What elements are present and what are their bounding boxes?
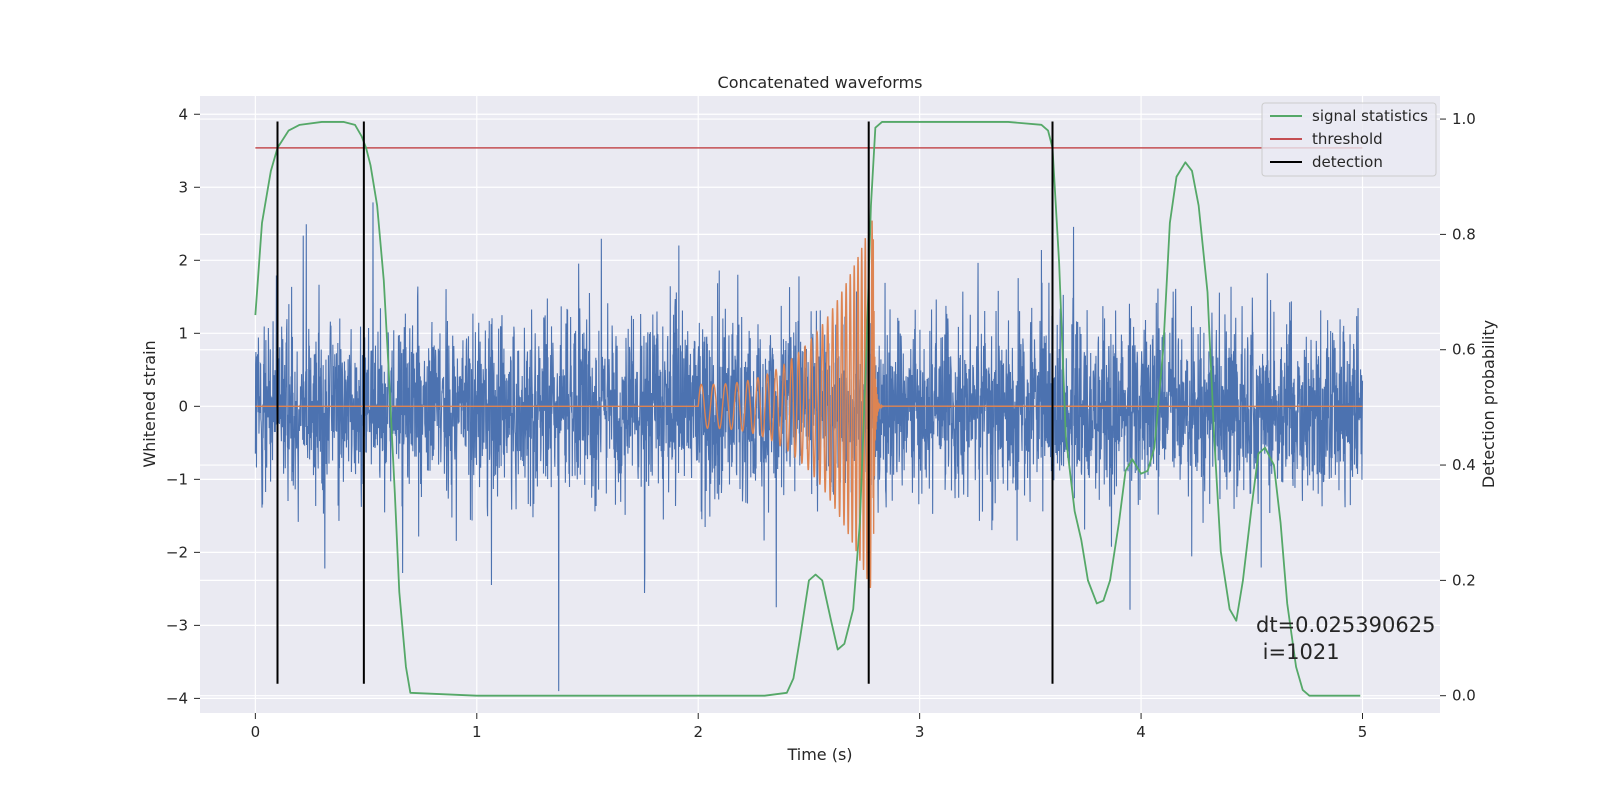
x-tick-label: 5 xyxy=(1358,723,1368,741)
y2-axis-label: Detection probability xyxy=(1479,320,1498,488)
legend: signal statistics threshold detection xyxy=(1261,102,1437,177)
y2-tick-label: 0.6 xyxy=(1452,341,1476,359)
x-tick-label: 3 xyxy=(915,723,925,741)
y-tick-label: −1 xyxy=(166,470,188,488)
x-axis-label: Time (s) xyxy=(786,745,852,764)
legend-box xyxy=(1261,102,1437,177)
series-injected-chirp xyxy=(255,220,1363,588)
y2-tick-label: 0.4 xyxy=(1452,456,1476,474)
legend-label-detection: detection xyxy=(1312,153,1383,171)
axes: 0 1 2 3 4 5 −4 −3 −2 −1 0 1 2 3 4 0.0 0.2 0.4 0.6 0.8 1.0 xyxy=(166,105,1476,741)
y2-tick-label: 0.8 xyxy=(1452,225,1476,243)
y2-tick-label: 0.0 xyxy=(1452,687,1476,705)
annotation-dt: dt=0.025390625 xyxy=(1256,613,1435,637)
y-tick-label: 4 xyxy=(178,105,188,123)
y-tick-label: −4 xyxy=(166,689,188,707)
y-tick-label: 1 xyxy=(178,324,188,342)
x-tick-label: 4 xyxy=(1136,723,1146,741)
x-tick-label: 2 xyxy=(693,723,703,741)
chart-title: Concatenated waveforms xyxy=(718,73,923,92)
x-tick-label: 1 xyxy=(472,723,482,741)
y2-tick-label: 0.2 xyxy=(1452,571,1476,589)
y-tick-label: −3 xyxy=(166,616,188,634)
y-tick-label: 0 xyxy=(178,397,188,415)
data-layer xyxy=(254,121,1364,697)
y-tick-label: −2 xyxy=(166,543,188,561)
y-axis-label: Whitened strain xyxy=(140,340,159,467)
legend-label-threshold: threshold xyxy=(1312,130,1383,148)
y2-tick-label: 1.0 xyxy=(1452,110,1476,128)
y-tick-label: 3 xyxy=(178,178,188,196)
y-tick-label: 2 xyxy=(178,251,188,269)
x-tick-label: 0 xyxy=(251,723,261,741)
legend-label-signal-statistics: signal statistics xyxy=(1312,107,1428,125)
series-signal-statistics xyxy=(254,121,1361,697)
annotation-index: i=1021 xyxy=(1256,640,1340,664)
